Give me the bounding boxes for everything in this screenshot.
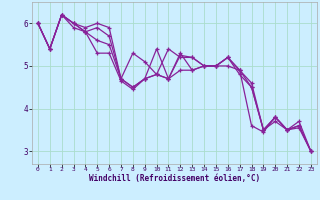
X-axis label: Windchill (Refroidissement éolien,°C): Windchill (Refroidissement éolien,°C) — [89, 174, 260, 183]
